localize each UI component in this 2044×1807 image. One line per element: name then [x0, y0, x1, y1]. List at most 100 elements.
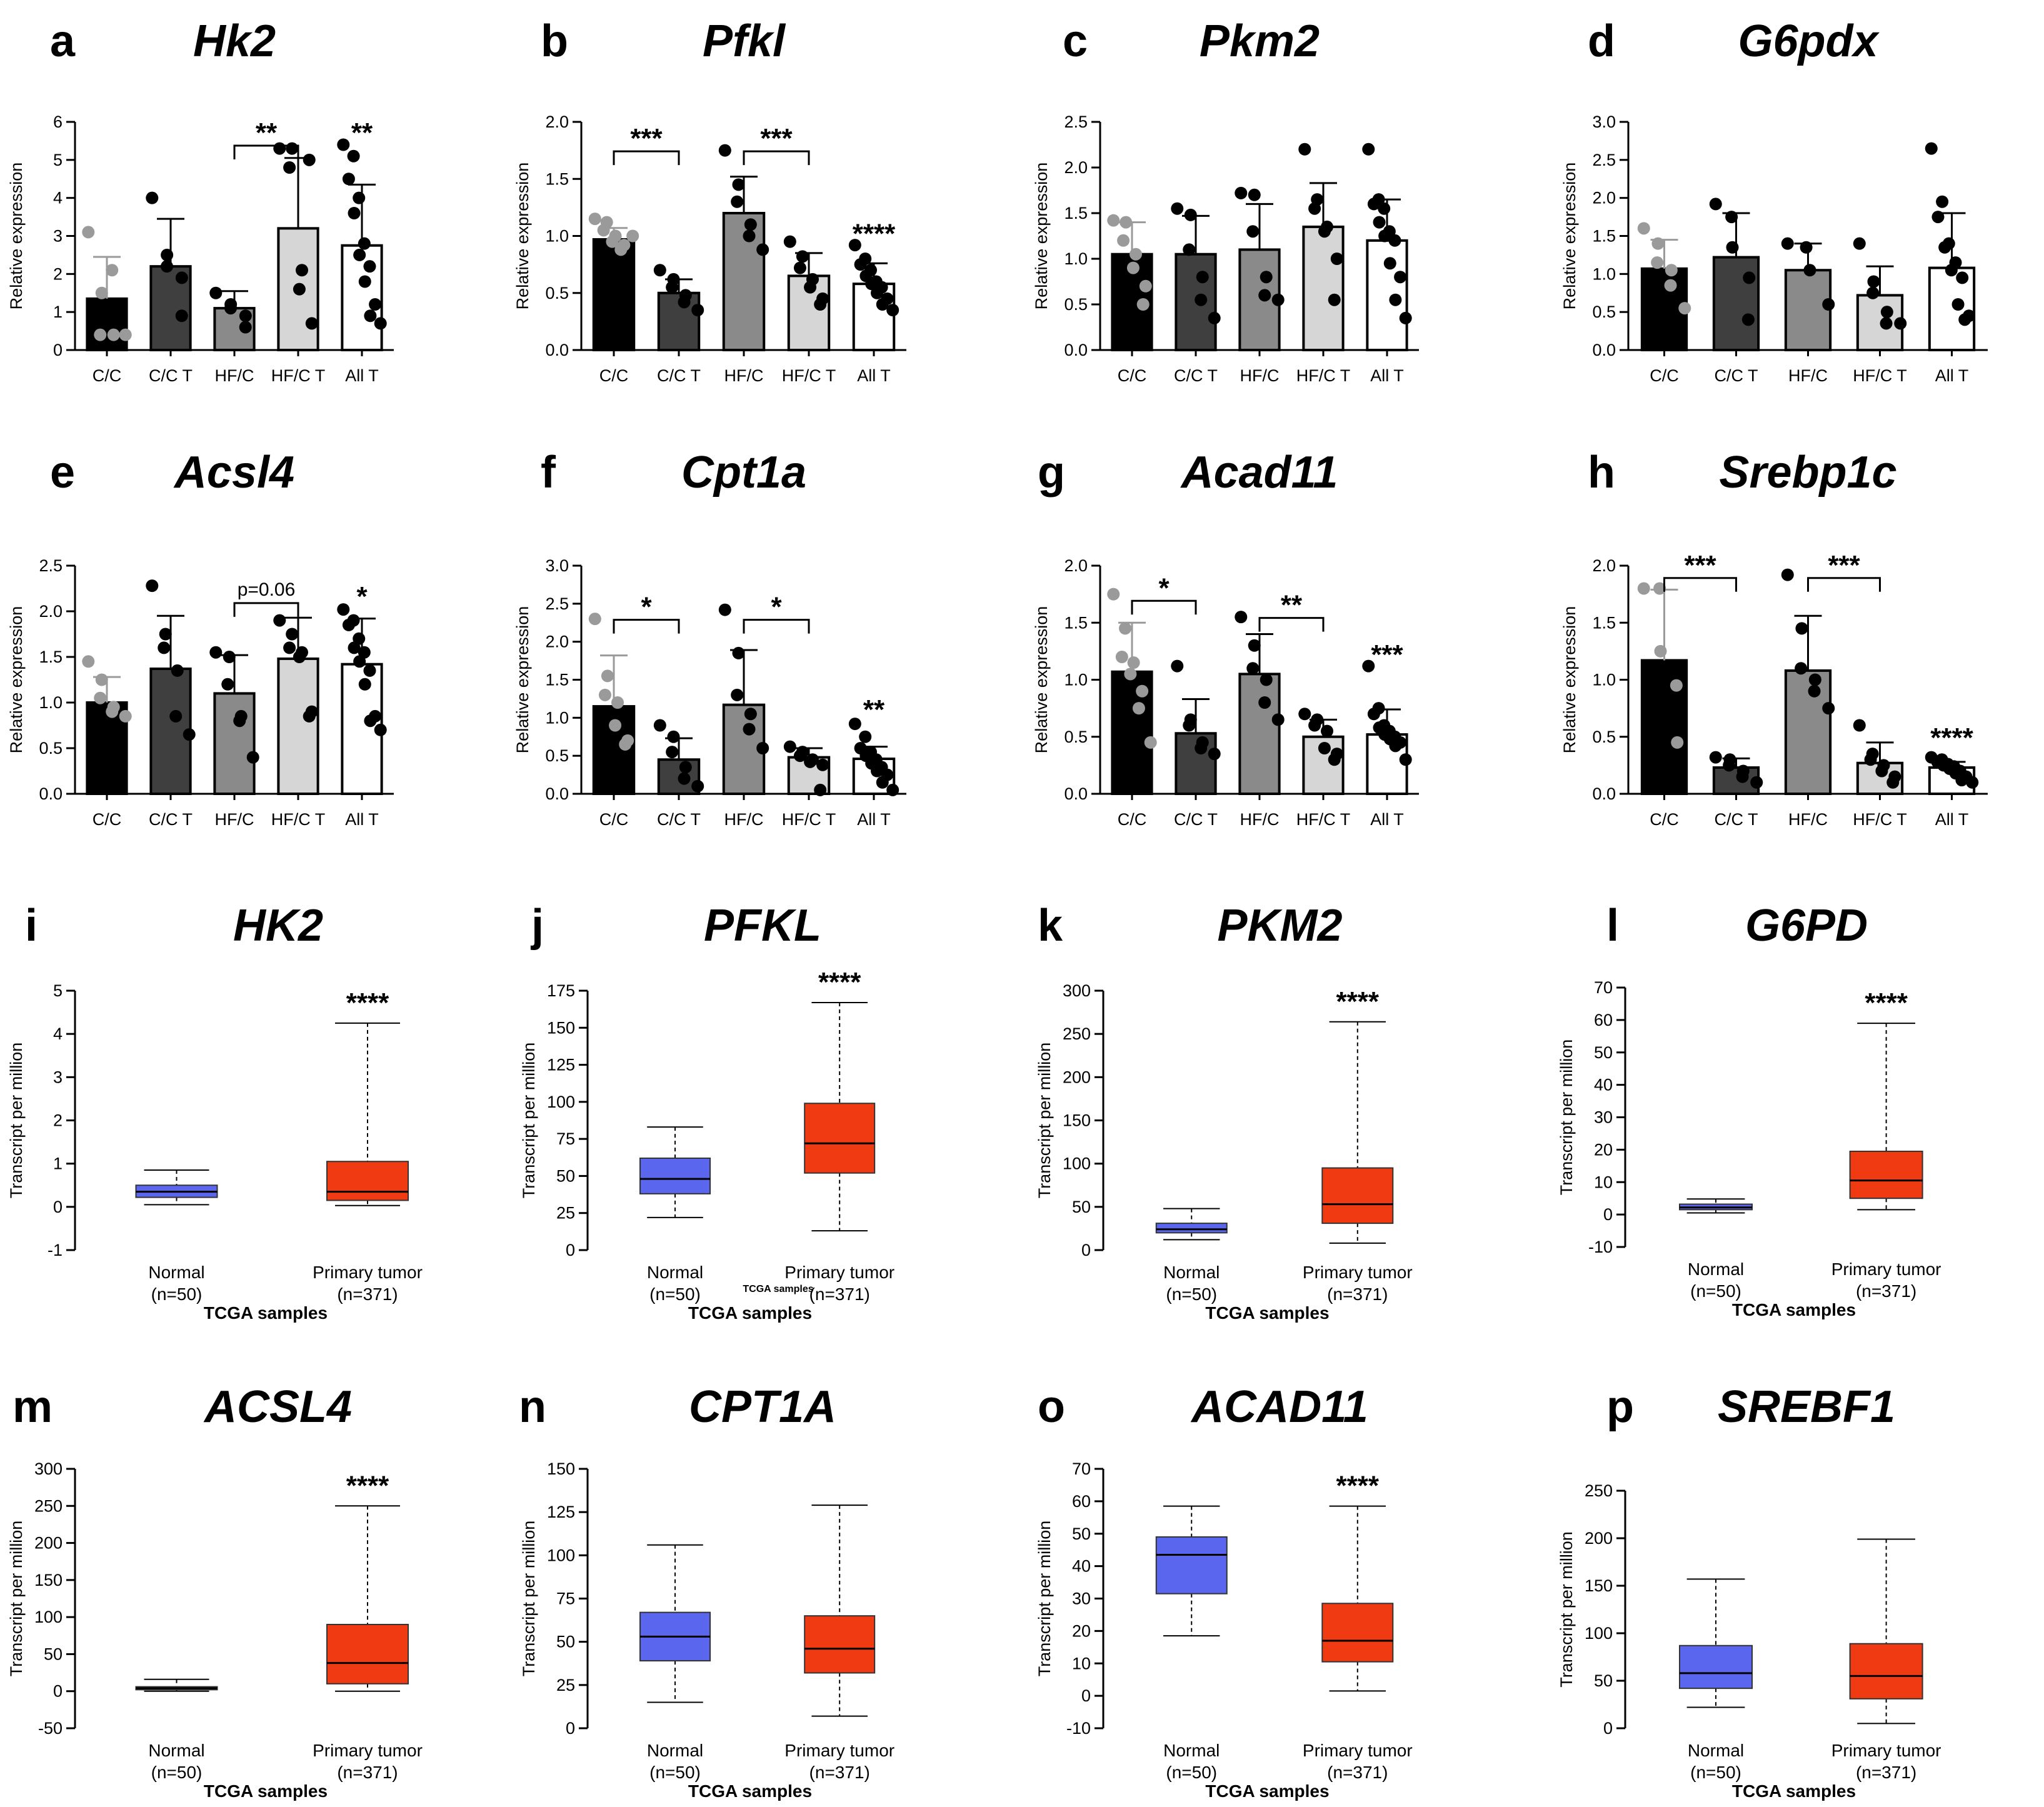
- group-label: Normal: [1163, 1263, 1220, 1282]
- data-point: [876, 298, 889, 311]
- y-tick-label: 0: [1603, 1205, 1613, 1224]
- y-tick-label: 100: [547, 1546, 575, 1564]
- y-tick-label: 2: [53, 1111, 63, 1130]
- box-tumor: [1321, 1167, 1394, 1224]
- group-count: (n=50): [151, 1284, 203, 1304]
- data-point: [1260, 673, 1273, 686]
- data-point: [175, 271, 188, 284]
- data-point: [348, 207, 361, 219]
- panel-h: h Srebp1c 0.0 0.5 1.0 1.5 2.0 Relative expressi…: [1560, 448, 1988, 829]
- data-point: [732, 646, 745, 659]
- data-point: [1781, 237, 1794, 250]
- data-point: [1822, 298, 1835, 311]
- y-tick-label: 2.0: [545, 113, 569, 131]
- panel-letter: n: [519, 1382, 546, 1432]
- data-point: [1637, 582, 1650, 595]
- y-tick-label: 5: [53, 981, 63, 1000]
- x-tick-label: C/C: [1650, 810, 1679, 829]
- significance-annotation: ****: [1336, 1471, 1380, 1501]
- data-point: [796, 250, 809, 263]
- data-point: [1864, 753, 1877, 766]
- data-point: [619, 738, 632, 751]
- panel-title: PKM2: [1217, 901, 1342, 951]
- y-tick-label: 1.5: [545, 671, 569, 689]
- y-tick-label: -1: [48, 1241, 63, 1259]
- data-point: [303, 709, 316, 723]
- data-point: [1144, 736, 1157, 749]
- significance-label: ***: [1684, 550, 1716, 581]
- x-tick-label: All T: [857, 810, 891, 829]
- data-point: [1389, 293, 1402, 306]
- y-tick-label: 1.5: [545, 169, 569, 188]
- data-point: [814, 783, 827, 796]
- y-tick-label: 50: [1594, 1671, 1613, 1690]
- data-point: [342, 618, 355, 631]
- panel-letter: o: [1038, 1382, 1065, 1432]
- group-label: Primary tumor: [1303, 1263, 1413, 1282]
- y-tick-label: 0: [566, 1241, 575, 1259]
- data-point: [1671, 736, 1684, 749]
- x-tick-label: C/C: [1118, 366, 1147, 385]
- data-point: [756, 243, 769, 256]
- data-point: [305, 317, 318, 330]
- y-tick-label: 1.5: [39, 648, 63, 666]
- data-point: [1248, 188, 1261, 201]
- x-tick-label: HF/C T: [782, 366, 836, 385]
- box-tumor: [1849, 1150, 1923, 1199]
- significance-bracket: [743, 150, 810, 166]
- data-point: [348, 641, 361, 654]
- y-tick-label: 1.0: [1064, 249, 1088, 268]
- data-point: [1208, 748, 1221, 761]
- y-tick-label: 2.0: [1592, 556, 1616, 575]
- data-point: [1931, 211, 1945, 224]
- data-point: [731, 195, 744, 208]
- data-point: [106, 264, 119, 277]
- data-point: [94, 328, 107, 341]
- y-tick-label: 0: [53, 1198, 63, 1216]
- y-tick-label: 100: [547, 1093, 575, 1111]
- data-point: [1880, 306, 1893, 319]
- data-point: [353, 248, 366, 261]
- x-tick-label: HF/C T: [1853, 810, 1907, 829]
- y-tick-label: 2.0: [39, 602, 63, 621]
- y-tick-label: 2: [53, 264, 63, 283]
- group-count: (n=50): [1690, 1763, 1741, 1782]
- y-tick-label: 5: [53, 151, 63, 169]
- y-axis-label: Relative expression: [1560, 606, 1579, 754]
- group-count: (n=50): [151, 1763, 203, 1782]
- x-tick-label: All T: [857, 366, 891, 385]
- bar-0: [592, 238, 636, 351]
- group-label: Normal: [1163, 1741, 1220, 1760]
- panel-title: CPT1A: [689, 1382, 836, 1432]
- data-point: [793, 749, 806, 763]
- panel-o: o ACAD11 -10 0 10 20 30 40 50 60 70 Transcript per …: [1035, 1382, 1413, 1801]
- data-point: [1875, 764, 1888, 778]
- y-tick-label: 0.5: [1064, 728, 1088, 746]
- data-point: [1808, 684, 1821, 698]
- panel-b: b Pfkl 0.0 0.5 1.0 1.5 2.0 Relative expression C…: [513, 16, 906, 385]
- y-axis-label: Transcript per million: [1035, 1521, 1054, 1677]
- group-label: Primary tumor: [313, 1263, 423, 1282]
- data-point: [1367, 708, 1380, 721]
- x-tick-label: C/C: [599, 810, 629, 829]
- data-point: [1107, 214, 1120, 227]
- panel-i: i HK2 -1 0 1 2 3 4 5 Transcript per million Normal…: [7, 901, 423, 1323]
- data-point: [1966, 776, 1979, 789]
- y-tick-label: 1.0: [39, 693, 63, 712]
- panel-letter: i: [25, 901, 38, 951]
- y-tick-label: 75: [556, 1129, 575, 1148]
- significance-label: ***: [760, 123, 793, 154]
- significance-label: **: [1281, 590, 1303, 621]
- data-point: [161, 248, 174, 261]
- x-tick-label: All T: [1935, 810, 1969, 829]
- y-tick-label: 10: [1072, 1654, 1091, 1673]
- y-tick-label: 6: [53, 113, 63, 131]
- data-point: [1866, 286, 1880, 299]
- significance-label: p=0.06: [238, 579, 296, 600]
- y-axis-label: Transcript per million: [519, 1043, 538, 1199]
- box-tumor: [1321, 1603, 1394, 1663]
- y-axis-label: Relative expression: [513, 163, 532, 310]
- y-axis-label: Relative expression: [1032, 606, 1051, 754]
- data-point: [876, 776, 889, 789]
- data-point: [1925, 142, 1938, 155]
